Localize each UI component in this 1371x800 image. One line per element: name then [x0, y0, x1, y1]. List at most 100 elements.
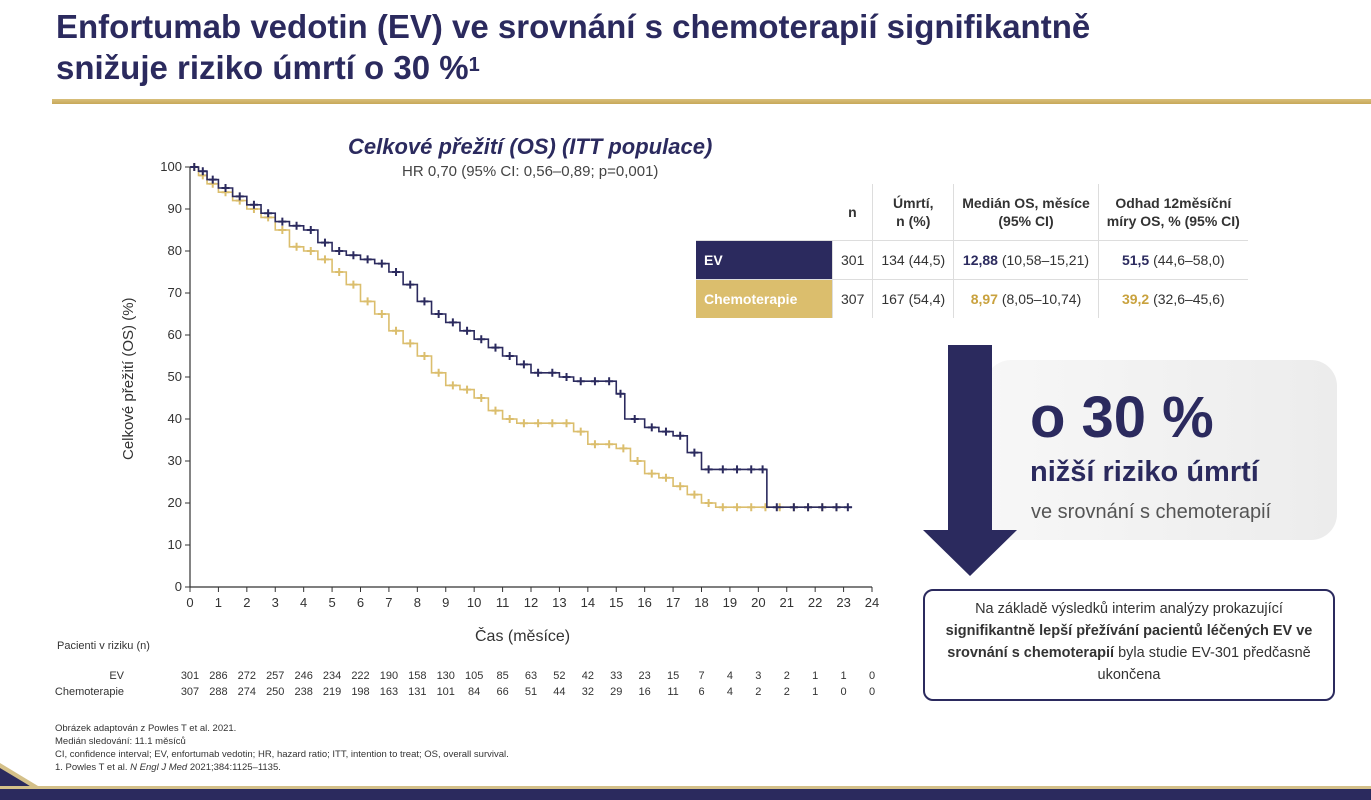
stats-deaths: 167 (54,4): [872, 279, 955, 318]
censor-mark-ev: [335, 247, 344, 255]
x-tick-label: 14: [581, 595, 595, 610]
at-risk-value: 52: [553, 670, 566, 682]
at-risk-value: 198: [351, 686, 370, 698]
censor-mark-ev: [590, 377, 599, 386]
stats-median: 12,88 (10,58–15,21): [953, 240, 1099, 280]
at-risk-value: 16: [638, 686, 651, 698]
censor-mark-ev: [249, 200, 258, 209]
footer-followup: Medián sledování: 11.1 měsíců: [55, 736, 186, 747]
title-line-2: snižuje riziko úmrtí o 30 %: [56, 49, 469, 86]
at-risk-value: 2: [783, 670, 790, 682]
censor-mark-ev: [221, 184, 230, 192]
y-tick-label: 60: [168, 327, 182, 342]
footer-abbreviations: CI, confidence interval; EV, enfortumab …: [55, 749, 509, 760]
x-axis-label: Čas (měsíce): [475, 628, 571, 645]
x-tick-label: 17: [666, 595, 680, 610]
series-line-ev: [190, 166, 853, 508]
x-tick-label: 7: [385, 595, 392, 610]
at-risk-value: 0: [868, 670, 876, 682]
stats-row-chemo: Chemoterapie 307 167 (54,4) 8,97 (8,05–1…: [696, 279, 1248, 318]
highlight-percent: o 30 %: [1030, 385, 1214, 450]
stats-row-ev: EV 301 134 (44,5) 12,88 (10,58–15,21) 51…: [696, 240, 1248, 280]
chart-title: Celkové přežití (OS) (ITT populace): [348, 134, 713, 159]
censor-mark-ev: [434, 310, 443, 318]
censor-mark-ev: [605, 377, 614, 386]
censor-mark-ev: [758, 465, 767, 474]
censor-mark-chemoterapie: [519, 419, 528, 428]
at-risk-value: 274: [237, 686, 256, 698]
censor-mark-ev: [576, 377, 585, 386]
stats-row-label: EV: [696, 240, 833, 280]
censor-mark-chemoterapie: [733, 503, 742, 512]
at-risk-row-label: EV: [109, 670, 124, 682]
x-tick-label: 9: [442, 595, 449, 610]
plot-series: [190, 163, 853, 512]
censor-mark-ev: [647, 423, 656, 432]
at-risk-value: 51: [524, 686, 538, 698]
censor-mark-chemoterapie: [420, 352, 429, 360]
censor-mark-chemoterapie: [363, 297, 372, 306]
at-risk-value: 85: [496, 670, 509, 682]
y-tick-label: 90: [168, 201, 182, 216]
censor-mark-ev: [843, 503, 852, 512]
at-risk-value: 307: [180, 686, 200, 698]
censor-mark-ev: [804, 503, 813, 512]
at-risk-value: 286: [209, 670, 228, 682]
x-tick-label: 8: [414, 595, 421, 610]
censor-mark-chemoterapie: [335, 268, 344, 276]
censor-mark-chemoterapie: [661, 473, 670, 482]
stats-n: 301: [832, 240, 874, 280]
censor-mark-ev: [818, 503, 827, 512]
stats-row-label: Chemoterapie: [696, 279, 833, 318]
censor-mark-chemoterapie: [278, 226, 287, 234]
title-divider: [52, 99, 1371, 104]
x-tick-label: 0: [186, 595, 193, 610]
censor-mark-ev: [306, 226, 315, 234]
y-tick-label: 0: [175, 579, 182, 594]
censor-mark-chemoterapie: [619, 444, 628, 453]
at-risk-value: 32: [581, 686, 594, 698]
stats-header-median: Medián OS, měsíce (95% CI): [953, 184, 1099, 241]
censor-mark-chemoterapie: [463, 385, 472, 394]
censor-mark-chemoterapie: [491, 406, 500, 415]
at-risk-value: 246: [294, 670, 313, 682]
censor-mark-ev: [278, 217, 287, 226]
censor-mark-ev: [616, 389, 625, 398]
censor-mark-ev: [235, 192, 244, 201]
censor-mark-ev: [264, 209, 273, 218]
censor-mark-ev: [292, 221, 301, 230]
x-tick-label: 5: [328, 595, 335, 610]
y-axis-label: Celkové přežití (OS) (%): [120, 297, 137, 460]
at-risk-value: 4: [726, 670, 733, 682]
at-risk-value: 63: [524, 670, 538, 682]
slide-title: Enfortumab vedotin (EV) ve srovnání s ch…: [56, 6, 1256, 88]
censor-mark-chemoterapie: [448, 381, 457, 390]
corner-decoration: [0, 763, 38, 786]
censor-mark-ev: [406, 280, 415, 289]
stats-n: 307: [832, 279, 874, 318]
censor-mark-ev: [463, 326, 472, 335]
at-risk-value: 11: [667, 686, 679, 698]
censor-mark-ev: [562, 373, 571, 381]
at-risk-row-label: Chemoterapie: [54, 686, 124, 698]
at-risk-value: 0: [840, 686, 847, 698]
note-text: Na základě výsledků interim analýzy prok…: [975, 601, 1283, 617]
censor-mark-ev: [789, 503, 798, 512]
at-risk-value: 23: [638, 670, 651, 682]
censor-mark-ev: [534, 368, 543, 377]
at-risk-value: 250: [266, 686, 285, 698]
censor-mark-chemoterapie: [676, 482, 685, 491]
highlight-panel: [985, 360, 1337, 540]
censor-mark-chemoterapie: [590, 440, 599, 449]
at-risk-value: 3: [755, 670, 762, 682]
censor-mark-chemoterapie: [562, 419, 571, 428]
censor-mark-ev: [519, 360, 528, 369]
censor-mark-chemoterapie: [633, 457, 642, 465]
censor-mark-chemoterapie: [548, 419, 557, 428]
censor-mark-chemoterapie: [605, 440, 614, 449]
y-tick-label: 10: [168, 537, 182, 552]
at-risk-value: 158: [408, 670, 427, 682]
title-reference: 1: [468, 54, 480, 76]
censor-mark-ev: [661, 427, 670, 436]
